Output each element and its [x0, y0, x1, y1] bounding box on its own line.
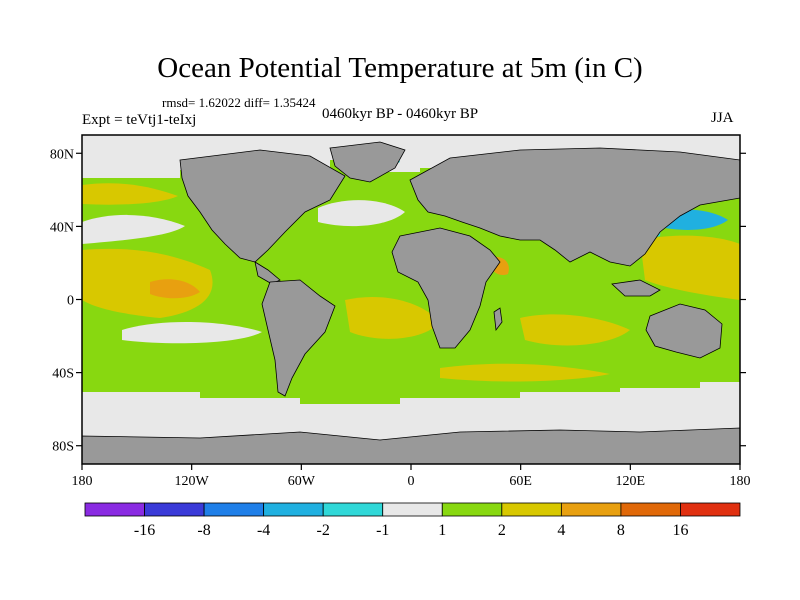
africa-land [391, 227, 501, 349]
colorbar-label: -16 [134, 522, 155, 539]
australia-land [645, 303, 723, 359]
map-title: Ocean Potential Temperature at 5m (in C) [157, 52, 643, 84]
colorbar: -16 -8 -4 -2 -1 1 2 4 8 16 [84, 502, 741, 539]
lon-label: 180 [72, 474, 93, 489]
colorbar-label: 2 [498, 522, 506, 539]
map-plot-area [82, 135, 740, 464]
colorbar-label: 8 [617, 522, 625, 539]
lat-label: 0 [67, 294, 74, 309]
colorbar-label: 4 [557, 522, 565, 539]
north-america-land [179, 149, 346, 263]
southern-ocean-warm-band [440, 363, 610, 382]
south-pacific-ice-patch [122, 321, 262, 344]
period-label: 0460kyr BP - 0460kyr BP [322, 106, 479, 122]
southeast-asia-islands-land [611, 279, 661, 297]
colorbar-label: -2 [317, 522, 330, 539]
south-atlantic-warm-region [345, 296, 440, 339]
colorbar-swatch-4 [322, 502, 384, 517]
colorbar-swatch-2 [203, 502, 265, 517]
lon-label: 60W [288, 474, 316, 489]
colorbar-swatch-9 [620, 502, 681, 517]
colorbar-swatch-7 [501, 502, 562, 517]
madagascar-land [493, 307, 503, 332]
lat-label: 40N [50, 220, 74, 235]
colorbar-swatch-8 [560, 502, 622, 517]
colorbar-swatch-1 [144, 502, 205, 517]
lat-label: 80N [50, 147, 74, 162]
experiment-label: Expt = teVtj1-teIxj [82, 112, 197, 128]
latitude-axis: 80N 40N 0 40S 80S [50, 147, 746, 455]
south-america-land [261, 279, 336, 397]
eurasia-land [409, 147, 740, 267]
west-pacific-warm-region [640, 235, 740, 300]
longitude-axis: 180 120W 60W 0 60E 120E 180 [72, 464, 751, 489]
colorbar-swatch-10 [680, 502, 741, 517]
land-masses [82, 141, 740, 464]
lon-label: 120E [616, 474, 646, 489]
lon-label: 0 [408, 474, 415, 489]
rmsd-diff-stats: rmsd= 1.62022 diff= 1.35424 [162, 95, 316, 110]
colorbar-swatch-3 [263, 502, 324, 517]
north-pacific-warm-band [82, 183, 178, 205]
greenland-land [329, 141, 406, 183]
season-label: JJA [711, 110, 734, 126]
indian-ocean-warm-region [520, 314, 630, 346]
pacific-orange-patch [150, 279, 200, 299]
colorbar-label: -8 [197, 522, 210, 539]
lat-label: 40S [52, 367, 74, 382]
lon-label: 180 [730, 474, 751, 489]
lon-label: 120W [175, 474, 210, 489]
lat-label: 80S [52, 440, 74, 455]
colorbar-swatch-6 [441, 502, 503, 517]
tropical-pacific-warm-region [82, 248, 213, 318]
antarctica-land [82, 427, 740, 464]
lon-label: 60E [509, 474, 532, 489]
colorbar-label: 16 [672, 522, 688, 539]
colorbar-label: -1 [376, 522, 389, 539]
colorbar-swatch-5 [382, 502, 443, 517]
colorbar-label: 1 [438, 522, 446, 539]
north-atlantic-ice-patch [318, 200, 405, 227]
north-pacific-ice-tongue [82, 214, 185, 244]
colorbar-swatch-0 [84, 502, 145, 517]
colorbar-label: -4 [257, 522, 270, 539]
